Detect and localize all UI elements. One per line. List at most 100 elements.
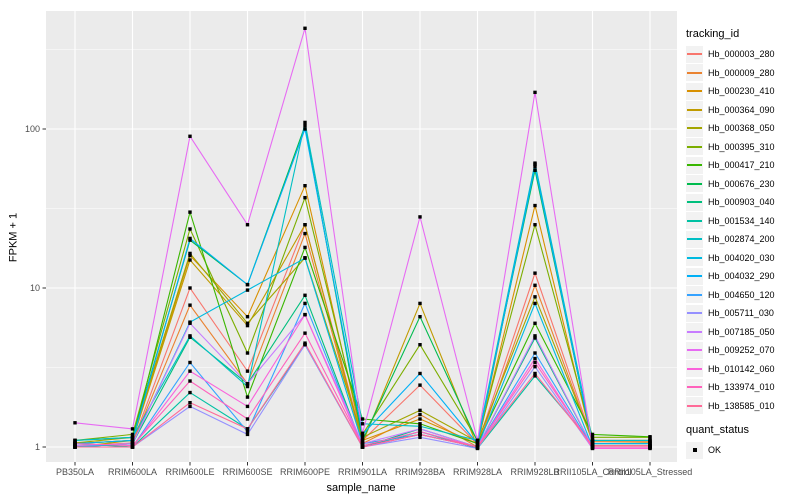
line-swatch-icon [687,275,702,278]
point-marker [590,435,595,440]
point-marker [303,183,307,188]
point-marker [188,258,192,262]
point-marker [303,231,307,236]
point-marker [188,334,192,338]
legend-key-icon [686,193,703,211]
point-marker [188,360,192,365]
point-marker [360,438,365,443]
square-marker-icon [692,448,697,453]
point-marker [533,161,537,165]
point-marker [130,445,135,449]
legend-key-icon [686,341,703,359]
point-marker [360,431,365,435]
legend-item-label: Hb_000676_230 [708,178,775,189]
legend-item: Hb_002874_200 [686,230,798,249]
point-marker [533,374,537,378]
point-marker [418,429,422,434]
point-marker [590,432,595,437]
legend-key-icon [686,286,703,304]
point-marker [245,369,250,373]
point-marker [418,408,422,413]
point-marker [418,342,422,347]
legend-item-label: Hb_009252_070 [708,345,775,356]
point-marker [130,438,135,443]
legend-item: Hb_000676_230 [686,175,798,194]
legend-item: Hb_009252_070 [686,341,798,360]
legend-key-icon [686,45,703,63]
legend-key-icon [686,82,703,100]
quant-ok-label: OK [708,445,722,456]
line-swatch-icon [687,164,702,167]
point-marker [245,282,250,287]
point-marker [245,314,250,319]
line-swatch-icon [687,71,702,74]
legend-item: Hb_004020_030 [686,249,798,268]
line-swatch-icon [687,219,702,222]
x-tick-label: PB350LA [55,467,95,477]
legend-key-icon [686,267,703,285]
line-swatch-icon [687,293,702,296]
x-tick-label: RRIM600PE [279,467,331,477]
legend-key-icon [686,138,703,156]
point-marker [245,288,250,292]
line-swatch-icon [687,367,702,370]
point-marker [533,336,537,340]
point-marker [73,441,77,446]
y-tick-label: 10 [29,283,40,293]
legend-item: Hb_005711_030 [686,304,798,323]
point-marker [533,364,537,369]
line-swatch-icon [687,53,702,56]
point-marker [245,382,250,386]
point-marker [648,438,652,443]
y-tick-label: 100 [24,124,40,134]
point-marker [533,295,537,299]
legend-item-label: Hb_004650_120 [708,289,775,300]
point-marker [188,369,192,373]
legend-item-label: Hb_007185_050 [708,326,775,337]
legend-key-icon [686,212,703,230]
line-swatch-icon [687,145,702,148]
line-swatch-icon [687,330,702,333]
x-axis-title: sample_name [326,482,396,494]
point-marker [303,245,307,250]
tracking-legend-items: Hb_000003_280 Hb_000009_280 Hb_000230_410 H… [686,45,798,415]
x-tick-label: RRIM928BA [394,467,446,477]
legend-key-icon [686,360,703,378]
point-marker [303,223,307,227]
point-marker [590,438,595,443]
legend-item: Hb_000903_040 [686,193,798,212]
line-swatch-icon [687,201,702,204]
point-marker [188,303,192,307]
point-marker [533,356,537,361]
point-marker [188,210,192,214]
x-tick-label: RRIM901LA [337,467,388,477]
legend-key-icon [686,101,703,119]
point-marker [475,445,480,449]
point-marker [303,331,307,335]
point-marker [533,90,537,95]
point-marker [303,256,307,260]
quant-legend-title: quant_status [686,424,749,436]
point-marker [418,435,422,440]
point-marker [188,286,192,290]
legend-item-label: Hb_002874_200 [708,234,775,245]
legend-item: Hb_000230_410 [686,82,798,101]
line-swatch-icon [687,256,702,259]
point-marker [648,441,652,446]
legend-item: Hb_000009_280 [686,64,798,83]
legend-key-icon [686,304,703,322]
legend: tracking_id Hb_000003_280 Hb_000009_280 Hb… [686,28,798,460]
quant-legend-item: OK [686,441,798,460]
point-marker [360,435,365,440]
legend-key-icon [686,119,703,137]
point-marker [188,253,192,258]
point-marker [533,334,537,338]
point-marker [303,312,307,317]
point-marker [245,432,250,437]
point-marker [303,120,307,125]
legend-item: Hb_001534_140 [686,212,798,231]
point-marker [533,283,537,287]
point-marker [533,203,537,208]
line-swatch-icon [687,312,702,315]
